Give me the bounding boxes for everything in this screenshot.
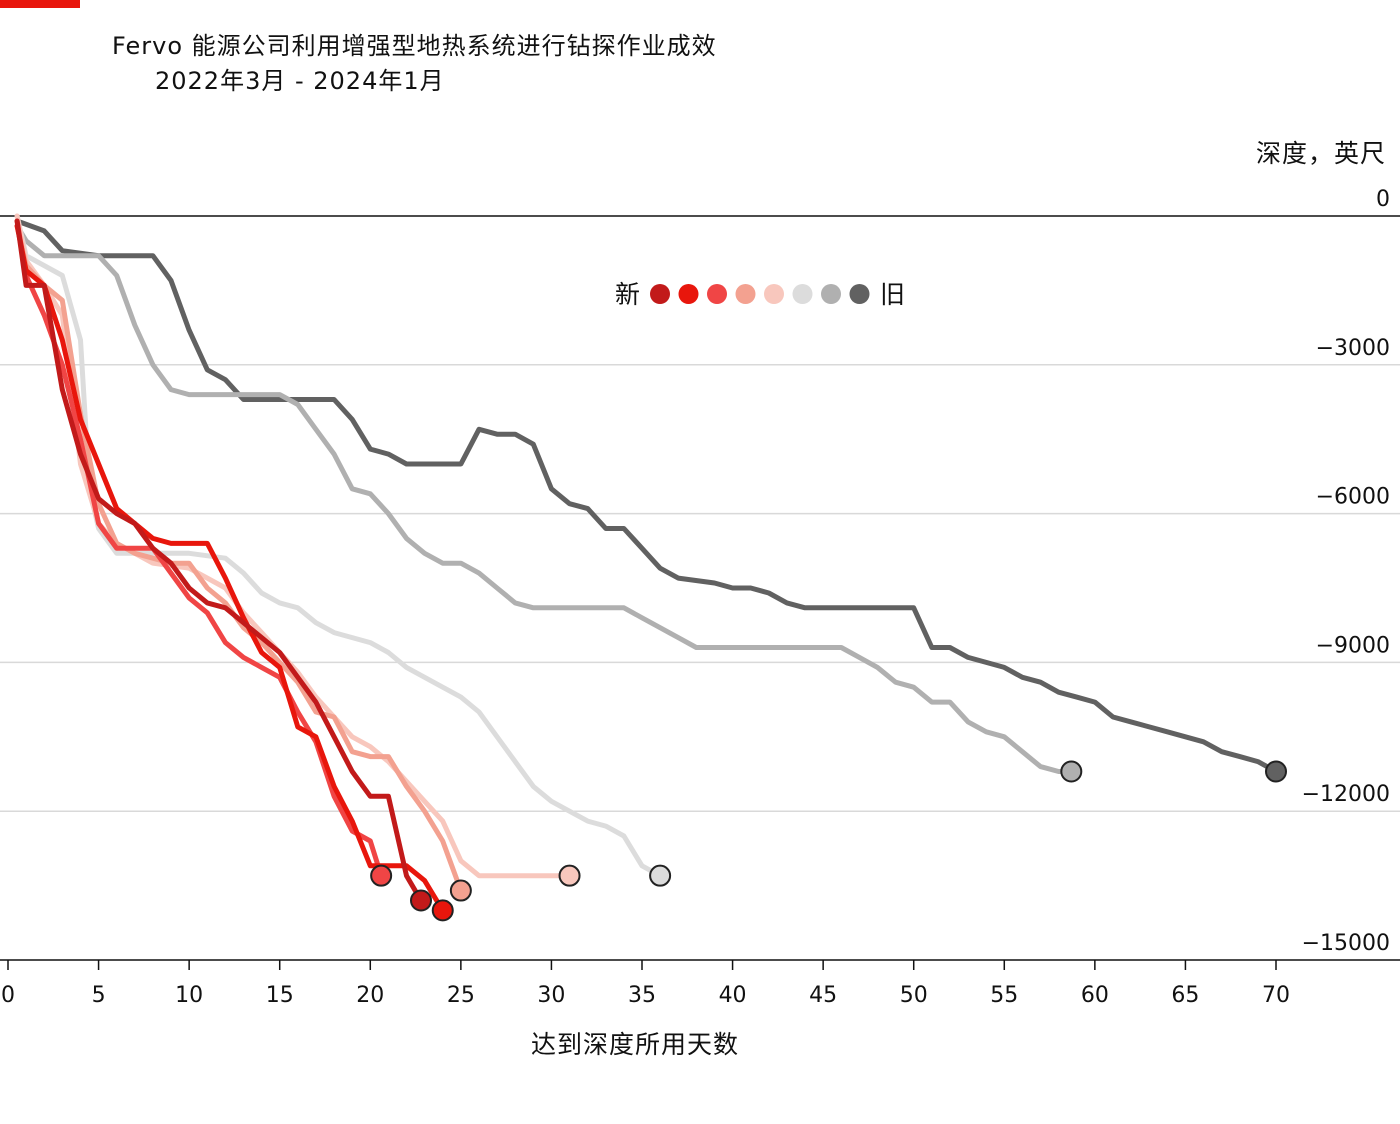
legend-swatch <box>650 284 670 304</box>
x-tick-label: 70 <box>1262 983 1290 1008</box>
x-axis-label: 达到深度所用天数 <box>531 1030 740 1059</box>
series-line <box>14 213 663 879</box>
x-tick-label: 55 <box>990 983 1018 1008</box>
legend-old-label: 旧 <box>880 280 905 309</box>
y-axis-label: 深度，英尺 <box>1255 139 1386 168</box>
series-line <box>14 223 1074 774</box>
series-line <box>14 213 572 879</box>
legend-swatch <box>735 284 756 304</box>
x-tick-label: 40 <box>719 983 747 1008</box>
series-line <box>14 223 464 894</box>
y-tick-label: −12000 <box>1302 782 1390 807</box>
series-end-point <box>1060 760 1083 783</box>
series-line <box>14 218 424 903</box>
series-end-point <box>449 879 472 902</box>
y-tick-label: −6000 <box>1316 485 1390 510</box>
x-tick-label: 60 <box>1081 983 1109 1008</box>
x-tick-label: 35 <box>628 983 656 1008</box>
legend-swatch <box>707 284 727 304</box>
legend-new-label: 新 <box>615 280 640 309</box>
chart-title: Fervo 能源公司利用增强型地热系统进行钻探作业成效 <box>112 32 717 60</box>
x-tick-label: 10 <box>175 983 203 1008</box>
x-tick-label: 45 <box>809 983 837 1008</box>
x-tick-label: 15 <box>266 983 294 1008</box>
y-tick-label: −15000 <box>1302 931 1390 956</box>
legend-swatch <box>764 284 784 304</box>
x-tick-label: 20 <box>356 983 384 1008</box>
x-tick-label: 30 <box>537 983 565 1008</box>
series-line <box>14 218 384 879</box>
y-tick-label: −3000 <box>1316 336 1390 361</box>
x-tick-label: 5 <box>92 983 106 1008</box>
legend-swatch <box>678 284 699 304</box>
x-tick-label: 25 <box>447 983 475 1008</box>
series-end-point <box>370 864 393 887</box>
series-end-point <box>431 899 454 922</box>
legend-swatch <box>849 284 870 304</box>
x-tick-label: 50 <box>900 983 928 1008</box>
legend-swatch <box>821 284 841 304</box>
legend-swatch <box>792 284 813 304</box>
x-tick-label: 65 <box>1171 983 1199 1008</box>
x-tick-label: 0 <box>1 983 15 1008</box>
series-end-point <box>649 864 672 887</box>
y-tick-label: −9000 <box>1316 633 1390 658</box>
chart-subtitle: 2022年3月 - 2024年1月 <box>155 67 445 95</box>
series-line <box>14 223 446 913</box>
accent-bar <box>0 0 80 8</box>
series-end-point <box>558 864 581 887</box>
y-tick-label: 0 <box>1376 187 1390 212</box>
series-line <box>14 218 1279 774</box>
series-end-point <box>410 889 433 912</box>
series-end-point <box>1265 760 1287 783</box>
